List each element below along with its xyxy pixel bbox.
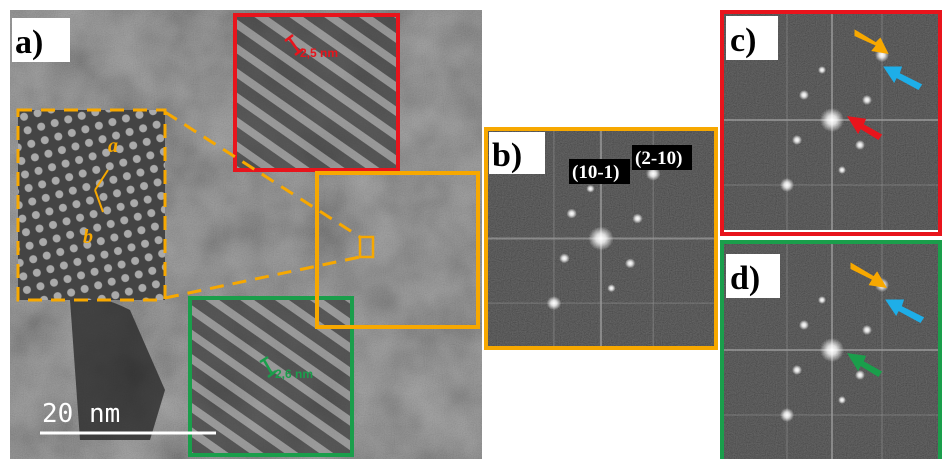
plane-label: (2-10) (635, 148, 682, 169)
panel-a: 2,5 nm 2,6 nm a b a) 20 nm (10, 10, 482, 459)
panel-d: d) (722, 240, 942, 459)
inset (18, 110, 165, 300)
green-spacing: 2,6 nm (275, 367, 313, 381)
panel-label: d) (730, 260, 760, 297)
panel-b: b) (10-1) (2-10) (486, 129, 716, 348)
figure: 2,5 nm 2,6 nm a b a) 20 nm b) (10-1) (2-… (0, 0, 942, 459)
plane-label: (10-1) (572, 162, 619, 183)
panel-label: c) (730, 22, 756, 59)
vector-b: b (83, 226, 93, 248)
vector-a: a (108, 135, 118, 157)
red-region (235, 15, 398, 170)
scale-bar-label: 20 nm (42, 399, 120, 429)
panel-c: c) (722, 10, 942, 234)
red-spacing: 2,5 nm (300, 46, 338, 60)
green-region (190, 298, 352, 455)
panel-label: a) (15, 24, 43, 61)
panel-label: b) (492, 137, 522, 174)
